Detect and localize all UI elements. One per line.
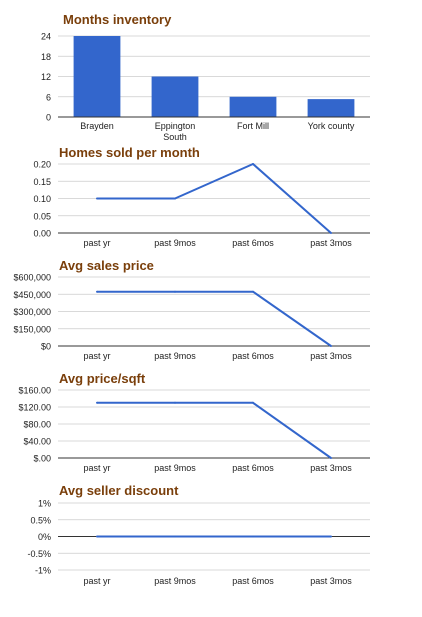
homes-sold-y-tick-label: 0.10 (33, 194, 51, 204)
avg-seller-discount-data-point (174, 535, 176, 538)
avg-sales-price-x-tick-label: past 6mos (232, 351, 274, 361)
avg-price-sqft-data-point (174, 401, 176, 404)
avg-price-sqft-title: Avg price/sqft (59, 371, 146, 386)
homes-sold-data-point (96, 197, 98, 200)
avg-sales-price-data-point (330, 345, 332, 347)
avg-seller-discount-data-point (330, 535, 332, 538)
homes-sold-data-point (330, 232, 332, 234)
avg-sales-price-data-point (174, 290, 176, 293)
homes-sold-data-point (174, 197, 176, 200)
months-inventory-y-tick-label: 18 (41, 52, 51, 62)
avg-price-sqft-y-tick-label: $80.00 (23, 420, 51, 430)
months-inventory-bar (307, 99, 355, 117)
avg-sales-price-y-tick-label: $150,000 (13, 324, 51, 334)
avg-price-sqft-x-tick-label: past 6mos (232, 463, 274, 473)
homes-sold-title: Homes sold per month (59, 145, 200, 160)
homes-sold-data-point (252, 163, 254, 165)
avg-sales-price-y-tick-label: $0 (41, 342, 51, 352)
avg-price-sqft-x-tick-label: past 9mos (154, 463, 196, 473)
months-inventory-bar (73, 36, 121, 117)
months-inventory-y-tick-label: 12 (41, 72, 51, 82)
avg-seller-discount-data-point (252, 535, 254, 538)
avg-price-sqft-y-tick-label: $160.00 (18, 386, 51, 396)
avg-sales-price-data-point (96, 290, 98, 293)
avg-seller-discount-y-tick-label: 1% (38, 499, 51, 509)
months-inventory-y-tick-label: 6 (46, 92, 51, 102)
avg-seller-discount-title: Avg seller discount (59, 483, 179, 498)
months-inventory-x-tick-label: York county (308, 121, 355, 131)
months-inventory-x-tick-label: Eppington (155, 121, 196, 131)
avg-sales-price-x-tick-label: past 9mos (154, 351, 196, 361)
homes-sold-y-tick-label: 0.15 (33, 177, 51, 187)
homes-sold-x-tick-label: past 6mos (232, 238, 274, 248)
months-inventory-y-tick-label: 0 (46, 113, 51, 123)
avg-price-sqft-series-line (97, 401, 332, 459)
avg-price-sqft-x-tick-label: past yr (83, 463, 110, 473)
avg-price-sqft-data-point (96, 401, 98, 404)
avg-seller-discount-y-tick-label: 0.5% (30, 515, 51, 525)
avg-price-sqft-y-tick-label: $40.00 (23, 437, 51, 447)
avg-seller-discount-x-tick-label: past yr (83, 576, 110, 586)
avg-sales-price-x-tick-label: past yr (83, 351, 110, 361)
months-inventory-x-tick-label: Fort Mill (237, 121, 269, 131)
months-inventory-bar (229, 96, 277, 117)
avg-price-sqft-y-tick-label: $.00 (33, 454, 51, 464)
avg-seller-discount-y-tick-label: -1% (35, 566, 51, 576)
avg-sales-price-data-point (252, 290, 254, 293)
homes-sold-y-tick-label: 0.20 (33, 160, 51, 170)
avg-price-sqft-x-tick-label: past 3mos (310, 463, 352, 473)
homes-sold-x-tick-label: past 3mos (310, 238, 352, 248)
homes-sold-y-tick-label: 0.05 (33, 211, 51, 221)
avg-seller-discount-data-point (96, 535, 98, 538)
months-inventory-x-tick-label: Brayden (80, 121, 114, 131)
homes-sold-x-tick-label: past 9mos (154, 238, 196, 248)
avg-sales-price-x-tick-label: past 3mos (310, 351, 352, 361)
homes-sold-x-tick-label: past yr (83, 238, 110, 248)
avg-price-sqft-y-tick-label: $120.00 (18, 403, 51, 413)
avg-price-sqft-data-point (252, 401, 254, 404)
avg-price-sqft-data-point (330, 457, 332, 459)
avg-sales-price-y-tick-label: $300,000 (13, 307, 51, 317)
homes-sold-series-line (97, 163, 332, 234)
avg-seller-discount-y-tick-label: 0% (38, 532, 51, 542)
avg-sales-price-series-line (97, 290, 332, 347)
months-inventory-bar (151, 76, 199, 117)
months-inventory-title: Months inventory (63, 12, 172, 27)
avg-seller-discount-x-tick-label: past 3mos (310, 576, 352, 586)
avg-sales-price-y-tick-label: $450,000 (13, 290, 51, 300)
homes-sold-y-tick-label: 0.00 (33, 229, 51, 239)
months-inventory-x-tick-label: South (163, 132, 187, 142)
avg-seller-discount-x-tick-label: past 9mos (154, 576, 196, 586)
avg-seller-discount-y-tick-label: -0.5% (27, 549, 51, 559)
avg-sales-price-title: Avg sales price (59, 258, 154, 273)
avg-seller-discount-x-tick-label: past 6mos (232, 576, 274, 586)
months-inventory-y-tick-label: 24 (41, 32, 51, 42)
avg-sales-price-y-tick-label: $600,000 (13, 273, 51, 283)
